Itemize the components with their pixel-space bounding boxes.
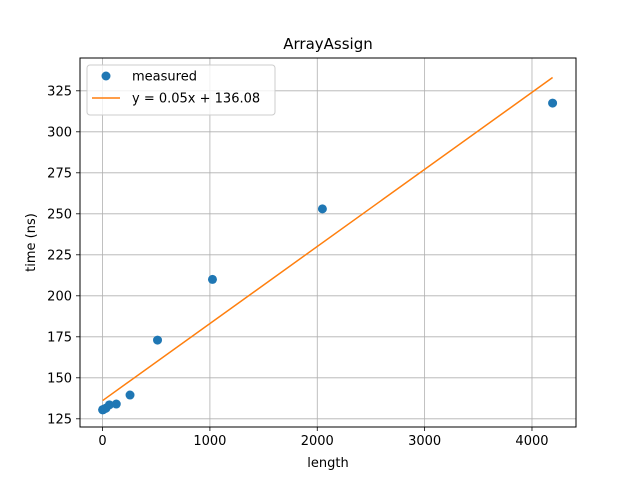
legend-label-fit: y = 0.05x + 136.08 bbox=[132, 92, 260, 107]
y-tick-label: 175 bbox=[47, 330, 72, 345]
legend: measured y = 0.05x + 136.08 bbox=[86, 64, 276, 116]
x-axis-label: length bbox=[307, 456, 348, 471]
x-tick-label: 1000 bbox=[193, 434, 226, 449]
y-tick-label: 200 bbox=[47, 289, 72, 304]
y-tick-label: 225 bbox=[47, 248, 72, 263]
y-axis-label: time (ns) bbox=[24, 213, 39, 272]
data-point bbox=[207, 274, 217, 284]
data-point bbox=[153, 335, 163, 345]
legend-box bbox=[86, 64, 276, 116]
y-tick-label: 250 bbox=[47, 207, 72, 222]
data-point bbox=[317, 204, 327, 214]
data-point bbox=[548, 98, 558, 108]
chart-title: ArrayAssign bbox=[283, 35, 373, 53]
x-tick-label: 3000 bbox=[408, 434, 441, 449]
x-tick-label: 2000 bbox=[301, 434, 334, 449]
x-tick-label: 4000 bbox=[515, 434, 548, 449]
y-axis-ticks: 125 150 175 200 225 250 275 300 325 bbox=[47, 84, 80, 427]
x-tick-label: 0 bbox=[98, 434, 106, 449]
data-point bbox=[111, 399, 121, 409]
x-axis-ticks: 0 1000 2000 3000 4000 bbox=[98, 427, 549, 449]
data-point bbox=[104, 400, 114, 410]
grid bbox=[80, 58, 576, 427]
y-tick-label: 125 bbox=[47, 412, 72, 427]
fit-line bbox=[102, 76, 554, 402]
data-point bbox=[125, 390, 135, 400]
y-tick-label: 150 bbox=[47, 371, 72, 386]
plot-area bbox=[98, 76, 558, 415]
y-tick-label: 300 bbox=[47, 125, 72, 140]
y-tick-label: 275 bbox=[47, 166, 72, 181]
legend-marker-measured bbox=[101, 71, 111, 81]
axes-frame bbox=[79, 57, 577, 428]
y-tick-label: 325 bbox=[47, 84, 72, 99]
legend-label-measured: measured bbox=[132, 70, 197, 85]
